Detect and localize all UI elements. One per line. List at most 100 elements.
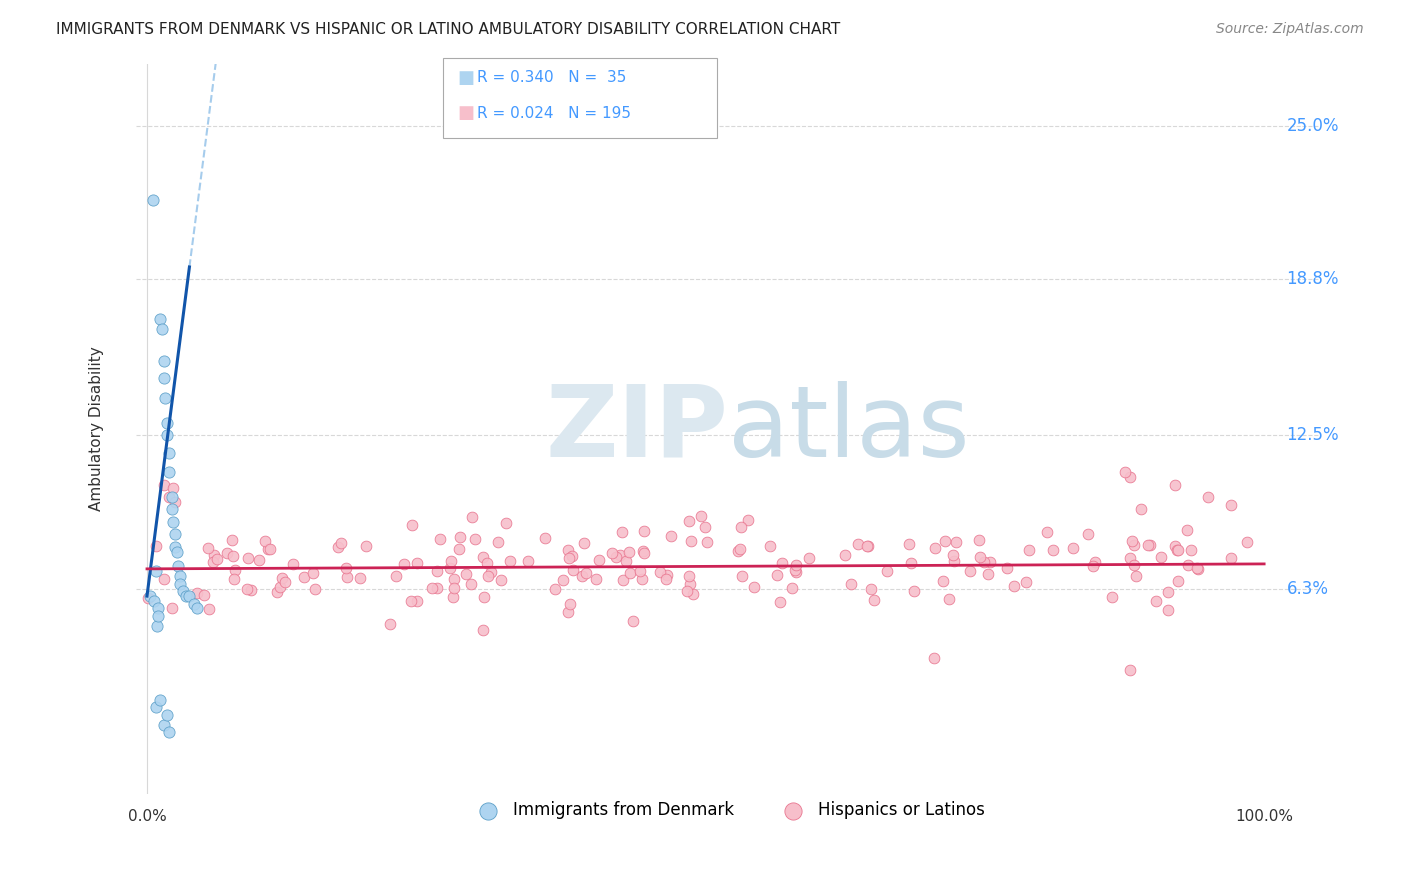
Point xyxy=(174,589,197,603)
Point xyxy=(269,580,291,594)
Point xyxy=(236,582,259,596)
Point xyxy=(440,554,463,568)
Text: atlas: atlas xyxy=(728,381,970,477)
Text: 25.0%: 25.0% xyxy=(1286,117,1339,135)
Point xyxy=(1185,560,1208,574)
Point xyxy=(163,495,186,509)
Point xyxy=(900,556,922,570)
Point xyxy=(270,571,292,585)
Point xyxy=(146,601,169,615)
Point xyxy=(202,548,225,562)
Point xyxy=(1119,551,1142,566)
Point xyxy=(157,445,180,459)
Point xyxy=(183,597,205,611)
Point xyxy=(499,554,522,568)
Text: 18.8%: 18.8% xyxy=(1286,270,1339,288)
Point xyxy=(1197,490,1219,504)
Point xyxy=(153,391,176,405)
Point xyxy=(799,550,821,565)
Point xyxy=(1139,538,1161,552)
Point xyxy=(152,354,174,368)
Point xyxy=(630,573,652,587)
Text: ■: ■ xyxy=(457,104,474,122)
Point xyxy=(378,616,401,631)
Point xyxy=(1101,591,1123,605)
Point xyxy=(1122,558,1144,572)
Point xyxy=(693,520,716,534)
Point xyxy=(429,533,451,547)
Point xyxy=(328,541,350,555)
Point xyxy=(136,591,159,605)
Point xyxy=(727,544,749,558)
Point xyxy=(932,574,955,588)
Point xyxy=(973,556,995,570)
Point xyxy=(145,540,167,554)
Point xyxy=(783,563,806,577)
Point xyxy=(661,529,683,543)
Point xyxy=(304,582,326,596)
Point xyxy=(612,573,634,587)
Point xyxy=(152,572,174,586)
Point xyxy=(1062,541,1084,555)
Point xyxy=(1077,527,1099,541)
Point xyxy=(441,591,464,605)
Point xyxy=(678,514,700,528)
Point xyxy=(152,477,174,491)
Point xyxy=(1175,524,1198,538)
Point xyxy=(558,550,581,565)
Point xyxy=(217,546,239,560)
Point xyxy=(274,575,297,590)
Point xyxy=(142,594,165,608)
Point xyxy=(696,535,718,549)
Point xyxy=(139,589,162,603)
Point xyxy=(561,549,583,563)
Point xyxy=(449,542,471,557)
Point xyxy=(612,525,634,540)
Point xyxy=(354,539,377,553)
Point xyxy=(1163,540,1185,554)
Point xyxy=(186,601,208,615)
Legend: Immigrants from Denmark, Hispanics or Latinos: Immigrants from Denmark, Hispanics or La… xyxy=(465,795,991,826)
Point xyxy=(425,565,447,579)
Point xyxy=(631,544,654,558)
Point xyxy=(730,569,752,583)
Point xyxy=(152,718,174,732)
Point xyxy=(681,534,703,549)
Point xyxy=(489,574,512,588)
Point xyxy=(1180,542,1202,557)
Point xyxy=(495,516,517,530)
Point xyxy=(942,549,965,563)
Point xyxy=(903,584,925,599)
Point xyxy=(770,556,793,570)
Point xyxy=(785,558,807,572)
Point xyxy=(959,564,981,578)
Text: 0.0%: 0.0% xyxy=(128,809,166,824)
Point xyxy=(682,587,704,601)
Point xyxy=(162,601,184,615)
Point xyxy=(621,615,644,629)
Point xyxy=(633,546,655,560)
Point xyxy=(145,565,167,579)
Point xyxy=(679,576,702,591)
Point xyxy=(472,590,495,604)
Point xyxy=(690,508,713,523)
Point xyxy=(856,539,879,553)
Point xyxy=(614,554,637,568)
Point xyxy=(443,573,465,587)
Point xyxy=(266,585,288,599)
Point xyxy=(969,550,991,565)
Text: R = 0.024   N = 195: R = 0.024 N = 195 xyxy=(477,106,631,120)
Point xyxy=(557,543,579,558)
Point xyxy=(166,544,188,558)
Point xyxy=(848,537,870,551)
Point xyxy=(330,536,353,550)
Point xyxy=(146,608,169,623)
Point xyxy=(256,541,278,556)
Text: ZIP: ZIP xyxy=(546,381,728,477)
Point xyxy=(759,539,782,553)
Point xyxy=(259,541,281,556)
Point xyxy=(785,565,807,579)
Point xyxy=(1219,498,1241,512)
Text: R = 0.340   N =  35: R = 0.340 N = 35 xyxy=(477,70,626,85)
Point xyxy=(1167,574,1189,588)
